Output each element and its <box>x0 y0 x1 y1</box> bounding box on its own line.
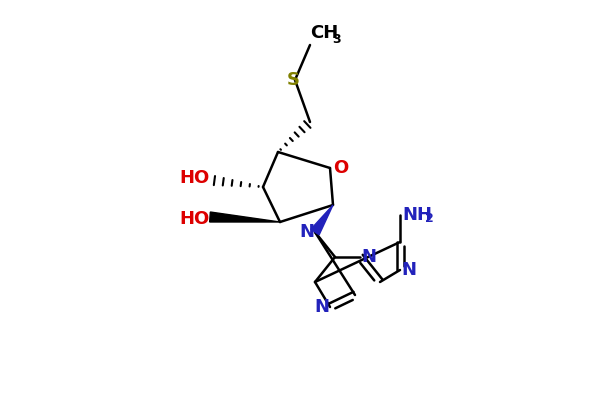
Text: 3: 3 <box>332 33 341 46</box>
Text: HO: HO <box>180 169 210 187</box>
Text: S: S <box>287 71 299 89</box>
Text: N: N <box>401 261 416 279</box>
Text: HO: HO <box>180 210 210 228</box>
Text: N: N <box>314 298 329 316</box>
Text: N: N <box>299 223 314 241</box>
Text: NH: NH <box>402 206 432 224</box>
Text: O: O <box>333 159 348 177</box>
Text: N: N <box>361 248 376 266</box>
Polygon shape <box>209 212 280 222</box>
Text: CH: CH <box>310 24 338 42</box>
Polygon shape <box>311 205 333 235</box>
Text: 2: 2 <box>425 212 434 226</box>
